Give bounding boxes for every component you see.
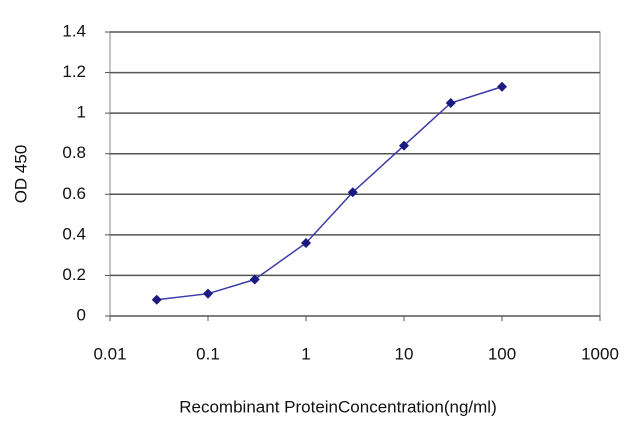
x-tick-label: 0.01 <box>93 344 126 363</box>
y-axis-title: OD 450 <box>11 145 30 204</box>
y-tick-label: 0 <box>77 305 86 324</box>
x-tick-label: 10 <box>395 344 414 363</box>
x-tick-label: 100 <box>488 344 516 363</box>
data-point <box>399 140 409 151</box>
x-tick-label: 1000 <box>581 344 619 363</box>
data-point <box>151 294 162 305</box>
plot-area <box>109 31 601 317</box>
data-point <box>445 98 456 108</box>
x-tick-label: 1 <box>301 344 310 363</box>
data-point <box>249 274 260 285</box>
y-tick-label: 1.2 <box>62 62 86 81</box>
data-line <box>156 86 503 301</box>
y-tick-label: 1.4 <box>62 21 86 40</box>
x-axis-title: Recombinant ProteinConcentration(ng/ml) <box>179 397 497 416</box>
y-tick-label: 0.6 <box>62 184 86 203</box>
y-tick-label: 0.2 <box>62 265 86 284</box>
y-tick-label: 0.8 <box>62 143 86 162</box>
x-tick-label: 0.1 <box>196 344 220 363</box>
data-point <box>347 187 358 198</box>
data-point <box>301 237 311 248</box>
data-point <box>203 288 213 299</box>
y-tick-label: 0.4 <box>62 224 86 243</box>
y-tick-label: 1 <box>77 103 86 122</box>
data-point <box>497 81 507 92</box>
